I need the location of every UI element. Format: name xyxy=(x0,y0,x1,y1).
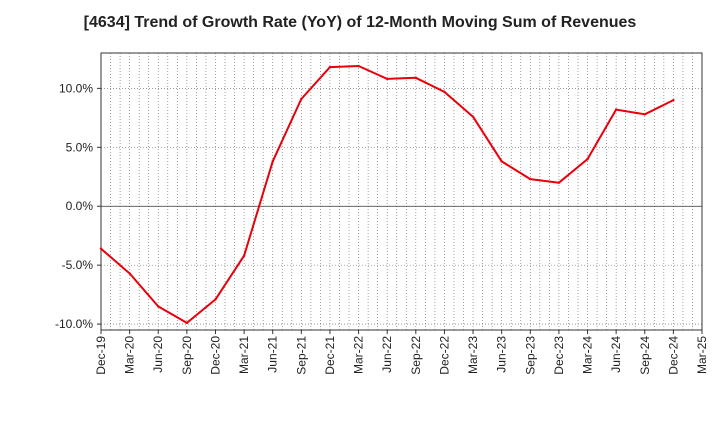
data-point xyxy=(643,113,646,116)
y-tick-label: 5.0% xyxy=(66,140,94,154)
data-point xyxy=(214,298,217,301)
x-tick-label: Mar-24 xyxy=(581,336,595,374)
x-tick-label: Mar-20 xyxy=(123,336,137,374)
data-point xyxy=(471,115,475,118)
y-tick-label: 10.0% xyxy=(59,81,93,95)
x-tick-label: Dec-24 xyxy=(666,336,680,375)
x-tick-label: Mar-23 xyxy=(466,336,480,374)
tick-labels: 10.0% 5.0% 0.0% -5.0% -10.0%Dec-19 Mar-20 Jun-… xyxy=(55,81,709,374)
x-tick-label: Jun-23 xyxy=(495,336,509,373)
x-tick-label: Sep-22 xyxy=(409,336,423,375)
x-tick-label: Dec-21 xyxy=(323,336,337,375)
data-point xyxy=(242,254,246,257)
x-tick-label: Jun-22 xyxy=(380,336,394,373)
x-tick-label: Mar-25 xyxy=(695,336,709,374)
axes xyxy=(97,52,703,334)
data-point xyxy=(300,97,303,101)
data-point xyxy=(271,160,274,163)
y-tick-label: -5.0% xyxy=(62,258,94,272)
x-tick-label: Dec-22 xyxy=(437,336,451,375)
data-point xyxy=(185,321,189,325)
data-point xyxy=(128,272,131,275)
x-tick-label: Jun-24 xyxy=(609,336,623,373)
data-point xyxy=(99,247,103,250)
data-point xyxy=(443,90,446,94)
data-point xyxy=(529,177,532,181)
y-tick-label: -10.0% xyxy=(55,317,93,331)
series xyxy=(99,64,675,325)
data-point xyxy=(328,65,332,69)
y-tick-label: 0.0% xyxy=(66,199,94,213)
x-tick-label: Sep-20 xyxy=(180,336,194,375)
data-point xyxy=(500,160,503,163)
x-tick-label: Sep-23 xyxy=(523,336,537,375)
x-tick-label: Dec-19 xyxy=(94,336,108,375)
x-tick-label: Dec-23 xyxy=(552,336,566,375)
data-point xyxy=(672,98,675,102)
data-point xyxy=(157,305,160,308)
x-tick-label: Mar-21 xyxy=(237,336,251,374)
data-point xyxy=(357,64,360,68)
x-tick-label: Jun-20 xyxy=(151,336,165,373)
x-tick-label: Dec-20 xyxy=(208,336,222,375)
x-tick-label: Jun-21 xyxy=(266,336,280,373)
grid xyxy=(101,53,702,330)
data-point xyxy=(414,76,418,79)
chart-title: [4634] Trend of Growth Rate (YoY) of 12-… xyxy=(83,14,637,31)
x-tick-label: Mar-22 xyxy=(352,336,366,374)
x-tick-label: Sep-21 xyxy=(294,336,308,375)
data-point xyxy=(385,77,389,81)
data-point xyxy=(614,108,618,111)
data-point xyxy=(557,181,561,184)
x-tick-label: Sep-24 xyxy=(638,336,652,375)
data-point xyxy=(586,157,589,161)
plot-frame xyxy=(100,52,703,331)
